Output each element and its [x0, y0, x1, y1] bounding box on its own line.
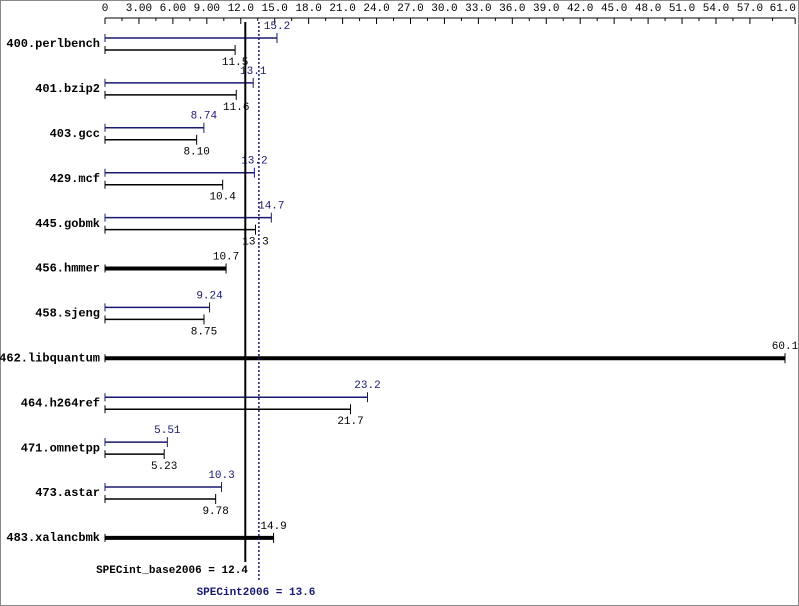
x-tick-label: 24.0: [363, 3, 389, 15]
category-label: 400.perlbench: [6, 37, 100, 51]
value-label: 8.10: [183, 147, 209, 159]
value-label: 13.2: [241, 156, 267, 168]
x-tick-label: 30.0: [431, 3, 457, 15]
category-label: 483.xalancbmk: [6, 531, 100, 545]
value-label: 11.6: [223, 102, 249, 114]
value-label: 9.24: [196, 290, 223, 302]
value-label: 21.7: [337, 416, 363, 428]
value-label: 10.7: [213, 251, 239, 263]
value-label: 8.75: [191, 326, 217, 338]
x-tick-label: 36.0: [499, 3, 525, 15]
x-tick-label: 0: [102, 3, 109, 15]
x-tick-label: 45.0: [601, 3, 627, 15]
value-label: 8.74: [191, 111, 218, 123]
x-tick-label: 6.00: [160, 3, 186, 15]
value-label: 14.7: [258, 201, 284, 213]
x-tick-label: 48.0: [635, 3, 661, 15]
x-tick-label: 9.00: [194, 3, 220, 15]
x-tick-label: 12.0: [228, 3, 254, 15]
value-label: 14.9: [260, 521, 286, 533]
x-tick-label: 21.0: [329, 3, 355, 15]
category-label: 473.astar: [35, 486, 100, 500]
x-tick-label: 61.0: [770, 3, 796, 15]
category-label: 462.libquantum: [0, 351, 100, 365]
x-tick-label: 54.0: [703, 3, 729, 15]
x-tick-label: 15.0: [262, 3, 288, 15]
category-label: 464.h264ref: [21, 396, 100, 410]
x-tick-label: 51.0: [669, 3, 695, 15]
value-label: 5.23: [151, 461, 177, 473]
category-label: 458.sjeng: [35, 307, 100, 321]
category-label: 429.mcf: [50, 172, 100, 186]
value-label: 11.5: [222, 57, 248, 69]
x-tick-label: 27.0: [397, 3, 423, 15]
x-tick-label: 3.00: [126, 3, 152, 15]
x-tick-label: 42.0: [567, 3, 593, 15]
category-label: 471.omnetpp: [21, 441, 100, 455]
value-label: 13.1: [240, 66, 267, 78]
reference-label: SPECint_base2006 = 12.4: [96, 565, 248, 577]
x-tick-label: 33.0: [465, 3, 491, 15]
x-tick-label: 18.0: [295, 3, 321, 15]
value-label: 10.3: [208, 470, 234, 482]
value-label: 23.2: [354, 380, 380, 392]
x-tick-label: 39.0: [533, 3, 559, 15]
category-label: 445.gobmk: [35, 217, 100, 231]
value-label: 5.51: [154, 425, 181, 437]
value-label: 13.3: [242, 237, 268, 249]
category-label: 403.gcc: [50, 127, 100, 141]
reference-label: SPECint2006 = 13.6: [197, 587, 316, 599]
value-label: 60.1: [772, 341, 799, 353]
category-label: 456.hmmer: [35, 262, 100, 276]
value-label: 9.78: [202, 506, 228, 518]
category-label: 401.bzip2: [35, 82, 100, 96]
x-tick-label: 57.0: [737, 3, 763, 15]
value-label: 15.2: [264, 21, 290, 33]
value-label: 10.4: [209, 192, 236, 204]
